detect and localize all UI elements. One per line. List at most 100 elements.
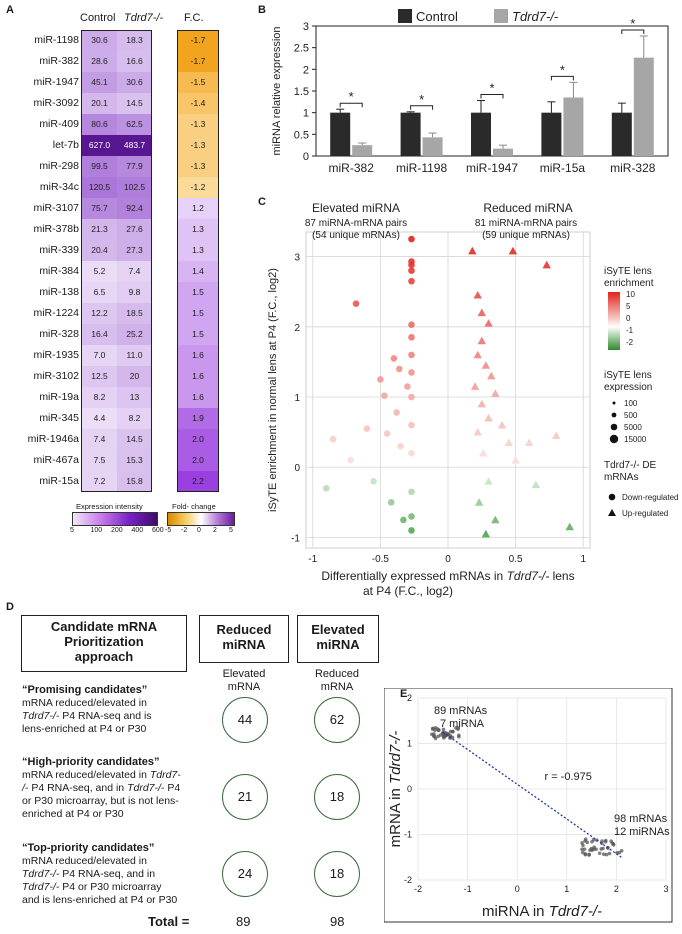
point-cluster-bottom	[615, 850, 619, 855]
heatmap-fc-cell: -1.3	[178, 156, 218, 177]
point-down-regulated	[377, 376, 384, 383]
legend-de-title: mRNAs	[604, 472, 638, 483]
label-top-mirna: 7 miRNA	[440, 718, 485, 730]
x-category-label: miR-328	[610, 161, 656, 175]
heatmap-fc-cell: 2.0	[178, 450, 218, 471]
point-up-regulated	[508, 246, 518, 255]
point-down-regulated	[383, 430, 391, 437]
panel-b-chart: 0 0.5 1 1.5 2 2.5 3 miRNA relative expression * m…	[271, 9, 669, 175]
heatmap-cell-control: 80.6	[82, 114, 117, 135]
panel-c-label: C	[258, 196, 266, 208]
row-high-priority: “High-priority candidates” mRNA reduced/…	[22, 756, 212, 821]
point-cluster-top	[450, 729, 455, 734]
x-axis-label-part: Differentially expressed mRNAs in	[321, 569, 506, 583]
bar-ko	[422, 137, 443, 156]
row-high-priority-line2-end: P4	[164, 782, 181, 794]
legend-size-dot	[612, 401, 616, 405]
legend-enrich-tick: 0	[626, 314, 631, 323]
point-cluster-bottom	[582, 847, 587, 852]
y-tick-label: 0	[303, 151, 309, 163]
heatmap-fc-cell: -1.2	[178, 177, 218, 198]
heatmap-row: miR-382 28.6 16.6 -1.7	[0, 51, 218, 72]
point-cluster-bottom	[601, 852, 606, 856]
point-down-regulated	[352, 300, 360, 307]
x-axis-label-ital: Tdrd7-/-	[507, 569, 550, 583]
row-high-priority-line4: enriched at P4 or P30	[22, 808, 124, 820]
heatmap-row: miR-15a 7.2 15.8 2.2	[0, 471, 218, 492]
point-down-regulated	[329, 435, 337, 443]
x-tick-label: 0.5	[509, 554, 523, 565]
bar-control	[400, 112, 421, 156]
heatmap-fc-cell: 1.4	[178, 261, 218, 282]
legend-size-dot	[611, 412, 617, 418]
header-approach: Candidate mRNA Prioritization approach	[21, 615, 187, 672]
heatmap-cell-ko: 77.9	[117, 156, 152, 177]
panel-b-label: B	[258, 4, 266, 16]
heatmap-row: miR-138 6.5 9.8 1.5	[0, 282, 218, 303]
point-down-regulated	[408, 421, 415, 429]
point-up-regulated	[497, 420, 507, 429]
row-top-priority-ko-a: Tdrd7-/-	[22, 868, 60, 880]
heatmap-fc-cell: 1.3	[178, 240, 218, 261]
row-top-priority-line3-text: P4 or P30 microarray	[59, 881, 162, 893]
point-down-regulated	[408, 449, 415, 457]
point-cluster-bottom	[604, 852, 609, 857]
y-axis-label-ital: Tdrd7-/-	[387, 731, 404, 784]
legend-enrich-tick: 10	[626, 290, 635, 299]
point-cluster-top	[430, 726, 435, 731]
heatmap-cell-control: 7.5	[82, 450, 117, 471]
heatmap-cell-control: 7.0	[82, 345, 117, 366]
legend-size-label: 5000	[624, 423, 642, 432]
header-approach-line3: approach	[74, 649, 134, 664]
header-approach-line1: Candidate mRNA	[50, 619, 158, 634]
significance-star: *	[349, 89, 354, 104]
bar-control	[611, 112, 632, 156]
heatmap-fc-cell: 1.6	[178, 345, 218, 366]
y-tick-label: 2.5	[294, 43, 309, 55]
significance-star: *	[419, 92, 424, 107]
label-bottom-mrnas: 98 mRNAs	[614, 813, 668, 825]
legend-tick: 200	[111, 527, 123, 534]
point-down-regulated	[404, 383, 411, 390]
panel-d-label: D	[6, 601, 14, 613]
heatmap-cell-ko: 14.5	[117, 429, 152, 450]
point-down-regulated	[408, 267, 415, 274]
x-axis-label-part: lens	[549, 569, 574, 583]
heatmap-row: miR-1198 30.6 18.3 -1.7	[0, 30, 218, 51]
heatmap-fc-cell: 2.0	[178, 429, 218, 450]
point-up-regulated	[484, 477, 493, 485]
y-tick-label: 2	[294, 323, 300, 334]
heatmap-mirna-name: let-7b	[52, 139, 79, 151]
heatmap-row: miR-19a 8.2 13 1.6	[0, 387, 218, 408]
header-reduced-mirna: Reduced miRNA	[199, 615, 289, 663]
point-cluster-top	[442, 732, 446, 736]
fc-legend-ticks: -5 -2 0 2 5	[165, 527, 237, 537]
legend-tick: 600	[152, 527, 164, 534]
heatmap-cell-ko: 15.8	[117, 471, 152, 492]
row-high-priority-line3: or P30 microarray, but is not lens-	[22, 795, 179, 807]
bar-control	[471, 112, 491, 156]
x-category-label: miR-15a	[540, 161, 586, 175]
point-up-regulated	[481, 529, 491, 538]
heatmap-cell-ko: 8.2	[117, 408, 152, 429]
point-cluster-top	[432, 734, 437, 739]
heatmap-fc-cell: 1.6	[178, 366, 218, 387]
heatmap-row: miR-1946a 7.4 14.5 2.0	[0, 429, 218, 450]
point-up-regulated	[542, 260, 551, 269]
heatmap-cell-ko: 102.5	[117, 177, 152, 198]
heatmap-row: miR-467a 7.5 15.3 2.0	[0, 450, 218, 471]
legend-circle-icon	[608, 493, 616, 501]
heatmap-row: miR-3102 12.5 20 1.6	[0, 366, 218, 387]
y-tick-label: 0	[294, 463, 300, 474]
heatmap-fc-cell: 1.9	[178, 408, 218, 429]
point-cluster-bottom	[599, 847, 604, 851]
legend-expr-title: expression	[604, 382, 652, 393]
legend-de-label: Up-regulated	[622, 509, 668, 518]
heatmap-fc-cell: 1.6	[178, 387, 218, 408]
legend-size-label: 500	[624, 411, 638, 420]
heatmap-mirna-name: miR-328	[39, 328, 79, 340]
title-elevated: Elevated miRNA	[312, 201, 400, 215]
y-axis-label: miRNA relative expression	[271, 27, 283, 156]
row-top-priority-line2-text: P4 RNA-seq, and in	[59, 868, 156, 880]
sub-reduced-line2: mRNA	[227, 681, 261, 693]
